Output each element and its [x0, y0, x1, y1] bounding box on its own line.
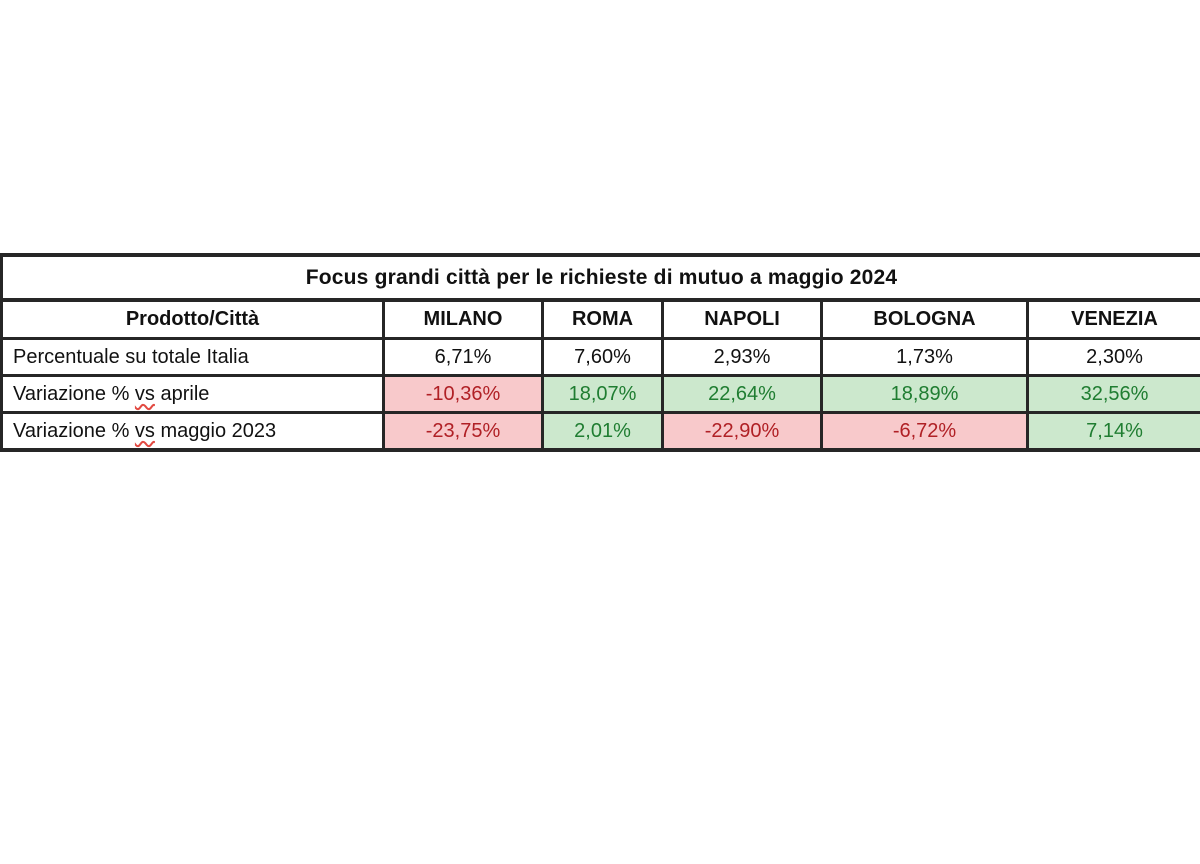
- value-cell-venezia: 32,56%: [1029, 377, 1200, 411]
- column-header-prodotto-citta: Prodotto/Città: [3, 302, 385, 337]
- table-title-row: Focus grandi città per le richieste di m…: [3, 257, 1200, 302]
- row-label-percentuale: Percentuale su totale Italia: [3, 340, 385, 374]
- value-cell-venezia: 7,14%: [1029, 414, 1200, 448]
- value-cell-napoli: 22,64%: [664, 377, 823, 411]
- column-header-bologna: BOLOGNA: [823, 302, 1029, 337]
- row-label-variazione-maggio: Variazione % vs maggio 2023: [3, 414, 385, 448]
- table-header-row: Prodotto/Città MILANO ROMA NAPOLI BOLOGN…: [3, 302, 1200, 340]
- column-header-napoli: NAPOLI: [664, 302, 823, 337]
- column-header-roma: ROMA: [544, 302, 664, 337]
- value-cell-milano: -23,75%: [385, 414, 544, 448]
- row-label-text-prefix: Variazione %: [13, 382, 135, 405]
- column-header-venezia: VENEZIA: [1029, 302, 1200, 337]
- value-cell-milano: 6,71%: [385, 340, 544, 374]
- table-row-percentuale-totale: Percentuale su totale Italia 6,71% 7,60%…: [3, 340, 1200, 377]
- value-cell-milano: -10,36%: [385, 377, 544, 411]
- row-label-variazione-aprile: Variazione % vs aprile: [3, 377, 385, 411]
- value-cell-napoli: 2,93%: [664, 340, 823, 374]
- spellcheck-squiggle: vs: [134, 382, 155, 405]
- table-row-variazione-aprile: Variazione % vs aprile -10,36% 18,07% 22…: [3, 377, 1200, 414]
- table-row-variazione-maggio-2023: Variazione % vs maggio 2023 -23,75% 2,01…: [3, 414, 1200, 448]
- column-header-milano: MILANO: [385, 302, 544, 337]
- mutuo-city-table: Focus grandi città per le richieste di m…: [0, 253, 1200, 452]
- value-cell-bologna: 1,73%: [823, 340, 1029, 374]
- value-cell-bologna: 18,89%: [823, 377, 1029, 411]
- value-cell-bologna: -6,72%: [823, 414, 1029, 448]
- row-label-text-prefix: Variazione %: [13, 419, 135, 442]
- value-cell-napoli: -22,90%: [664, 414, 823, 448]
- row-label-text-suffix: maggio 2023: [154, 419, 277, 442]
- value-cell-roma: 18,07%: [544, 377, 664, 411]
- table-title: Focus grandi città per le richieste di m…: [305, 265, 898, 289]
- spellcheck-squiggle: vs: [134, 419, 155, 442]
- value-cell-roma: 2,01%: [544, 414, 664, 448]
- value-cell-roma: 7,60%: [544, 340, 664, 374]
- row-label-text-suffix: aprile: [154, 382, 210, 405]
- value-cell-venezia: 2,30%: [1029, 340, 1200, 374]
